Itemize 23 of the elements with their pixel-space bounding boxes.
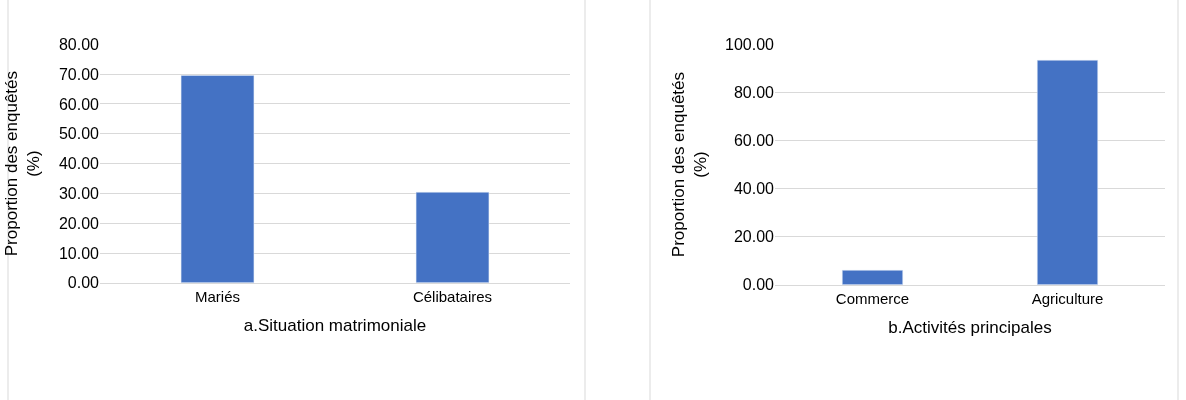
y-tick-label: 30.00	[58, 185, 100, 202]
y-tick-label: 70.00	[58, 65, 100, 83]
x-tick-label: Agriculture	[1031, 289, 1104, 307]
y-tick-label: 40.00	[58, 155, 100, 173]
y-tick-label: 60.00	[58, 95, 100, 113]
y-tick-label: 10.00	[58, 244, 100, 262]
y-tick-label: 50.00	[58, 125, 100, 143]
x-axis-title: b.Activités principales	[888, 318, 1052, 338]
x-tick-label: Célibataires	[412, 287, 493, 305]
x-axis-title: a.Situation matrimoniale	[243, 316, 427, 336]
y-tick-label: 100.00	[725, 35, 775, 53]
x-tick-label: Commerce	[835, 289, 910, 307]
y-tick-label: 40.00	[733, 180, 775, 198]
y-tick-label: 0.00	[67, 274, 100, 292]
x-tick-label: Mariés	[194, 287, 241, 305]
y-tick-label: 20.00	[733, 228, 775, 246]
y-tick-label: 60.00	[733, 132, 775, 150]
y-tick-label: 0.00	[742, 276, 775, 294]
y-axis-title: Proportion des enquêtés (%)	[2, 70, 44, 257]
y-axis-title: Proportion des enquêtés (%)	[668, 71, 710, 258]
y-tick-label: 80.00	[733, 84, 775, 102]
y-tick-label: 80.00	[58, 35, 100, 53]
y-tick-label: 20.00	[58, 214, 100, 232]
